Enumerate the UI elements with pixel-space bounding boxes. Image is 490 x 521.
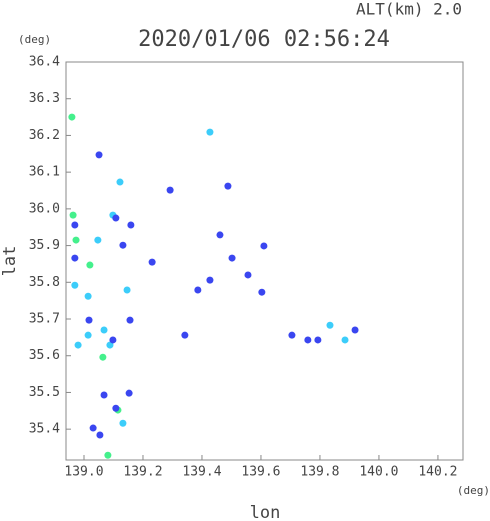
echo-point [96,431,104,439]
echo-point [304,336,312,344]
echo-point [104,451,112,459]
x-unit: (deg) [457,484,490,497]
y-tick-label: 36.4 [29,55,60,70]
echo-point [127,221,135,229]
y-tick-label: 35.8 [29,275,60,290]
y-tick-label: 36.0 [29,201,60,216]
echo-point [125,389,133,397]
echo-point [166,186,174,194]
echo-point [216,231,224,239]
echo-point [68,113,76,121]
echo-point [258,288,266,296]
echo-point [99,353,107,361]
echo-point [244,271,252,279]
echo-point [119,241,127,249]
echo-point [341,336,349,344]
echo-point [74,341,82,349]
echo-point [112,214,120,222]
chart-subtitle: ALT(km) 2.0 [356,0,462,19]
echo-point [95,151,103,159]
y-tick-label: 36.1 [29,165,60,180]
echo-point [71,281,79,289]
echo-point [206,128,214,136]
echo-point [106,341,114,349]
echo-point [116,178,124,186]
x-tick-label: 140.2 [418,465,457,480]
echo-point [224,182,232,190]
chart-title: 2020/01/06 02:56:24 [138,27,390,52]
x-tick-label: 139.6 [241,465,280,480]
y-tick-label: 35.5 [29,385,60,400]
echo-point [72,236,80,244]
y-tick-label: 35.9 [29,238,60,253]
y-tick-label: 35.4 [29,422,60,437]
echo-point [194,286,202,294]
echo-point [85,316,93,324]
x-tick-label: 140.0 [359,465,398,480]
echo-point [228,254,236,262]
echo-point [112,404,120,412]
echo-point [288,331,296,339]
x-tick-label: 139.2 [123,465,162,480]
echo-point [314,336,322,344]
y-tick-label: 36.3 [29,91,60,106]
echo-point [84,292,92,300]
echo-point [148,258,156,266]
echo-point [109,336,117,344]
echo-point [126,316,134,324]
y-unit: (deg) [18,33,51,46]
x-tick-label: 139.8 [300,465,339,480]
echo-point [94,236,102,244]
echo-point [69,211,77,219]
echo-point [71,254,79,262]
echo-point [119,419,127,427]
y-tick-label: 35.6 [29,348,60,363]
echo-point [84,331,92,339]
echo-point [86,261,94,269]
plot-frame [65,61,464,461]
echo-point [326,321,334,329]
y-tick-label: 35.7 [29,312,60,327]
echo-point [206,276,214,284]
x-tick-label: 139.4 [182,465,221,480]
y-tick-label: 36.2 [29,128,60,143]
echo-point [89,424,97,432]
echo-point [351,326,359,334]
x-tick-label: 139.0 [64,465,103,480]
echo-point [100,391,108,399]
echo-point [100,326,108,334]
x-axis-label: lon [250,503,281,521]
echo-point [181,331,189,339]
y-axis-label: lat [0,246,20,277]
echo-point [71,221,79,229]
echo-point [260,242,268,250]
echo-point [123,286,131,294]
